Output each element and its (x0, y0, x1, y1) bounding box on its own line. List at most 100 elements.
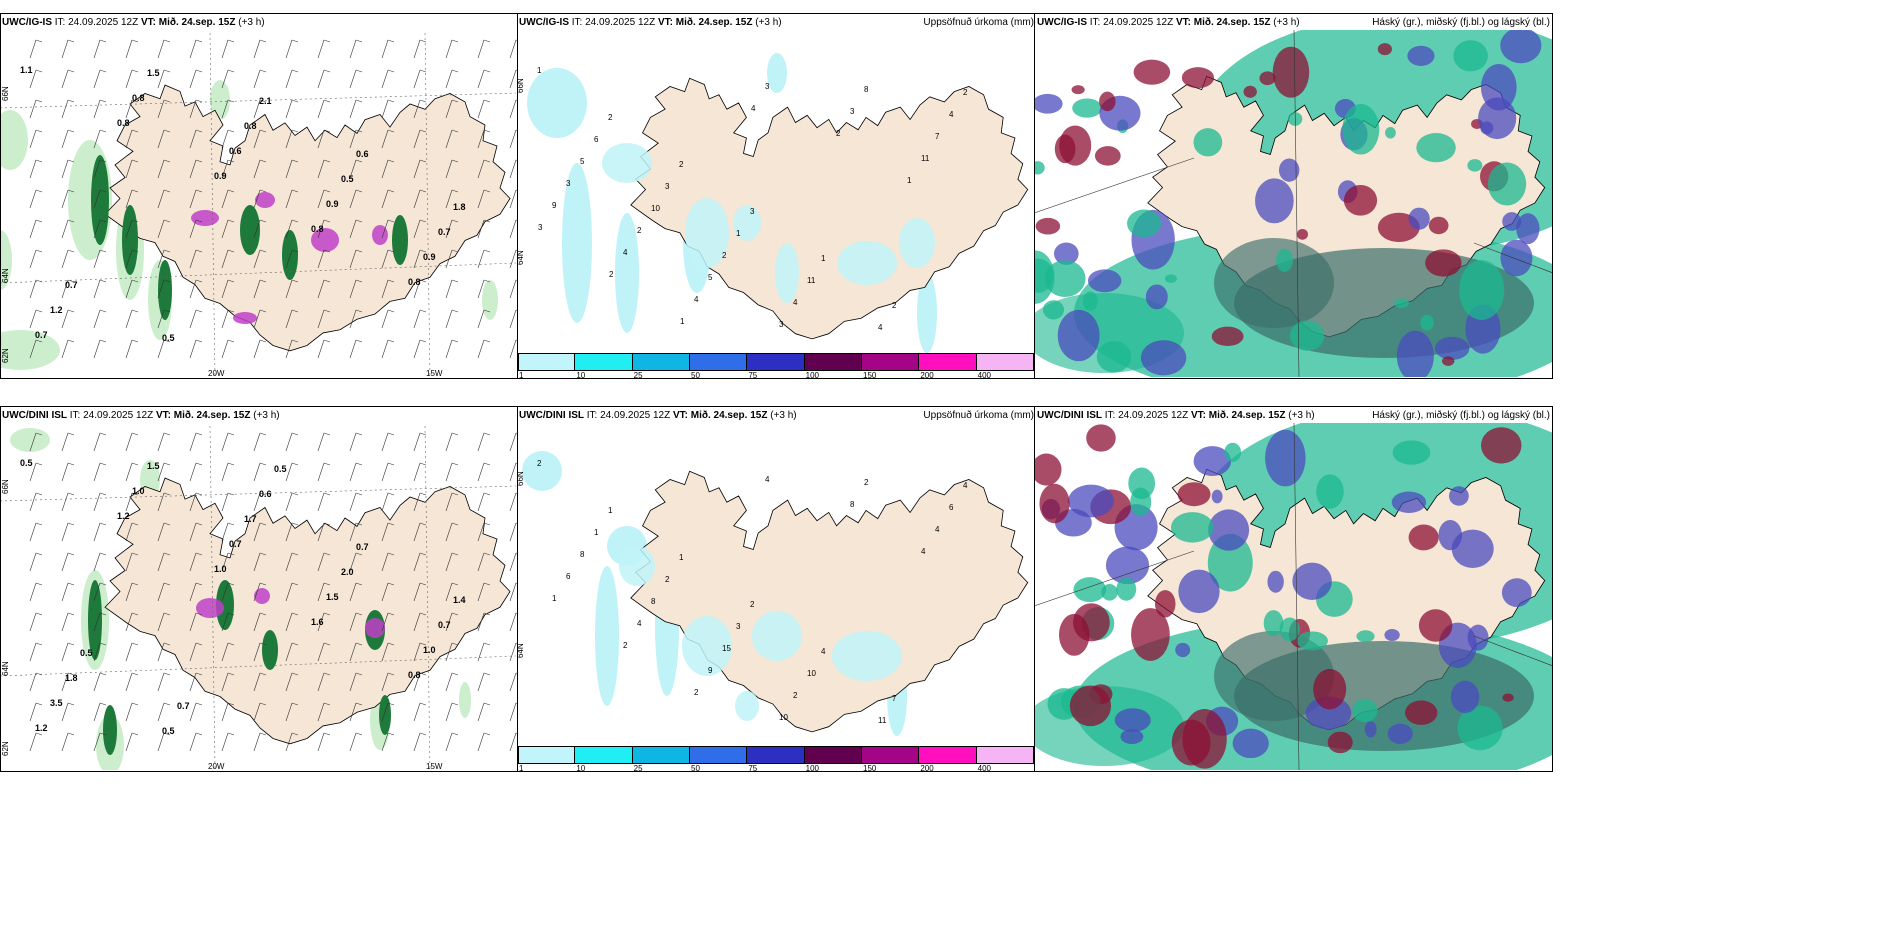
value-label: 1.5 (147, 461, 160, 471)
colorbar-tick-label: 400 (977, 764, 992, 773)
value-label: 0.7 (177, 701, 190, 711)
precip-label: 1 (552, 594, 557, 603)
precip-label: 8 (864, 85, 869, 94)
colorbar-tick-label: 100 (805, 371, 820, 380)
header-precip-top: UWC/IG-IS IT: 24.09.2025 12Z VT: Mið. 24… (519, 17, 782, 28)
value-label: 0.5 (20, 458, 33, 468)
colorbar-swatch (632, 353, 690, 371)
value-label: 1.2 (50, 305, 63, 315)
value-label: 0.7 (65, 280, 78, 290)
precip-label: 2 (637, 226, 642, 235)
precip-label: 3 (765, 82, 770, 91)
precip-label: 4 (935, 525, 940, 534)
precip-label: 2 (750, 600, 755, 609)
value-label: 1.8 (453, 202, 466, 212)
colorbar-tick-label: 75 (748, 371, 758, 380)
colorbar-swatch (747, 353, 805, 371)
precip-label: 2 (665, 575, 670, 584)
value-label: 0.8 (132, 93, 145, 103)
colorbar-swatch (575, 746, 633, 764)
value-label: 1.7 (244, 514, 257, 524)
colorbar-top: 1 10 25 50 75 100 150 200 400 (518, 353, 1034, 380)
precip-label: 2 (892, 301, 897, 310)
value-label: 1.0 (423, 645, 436, 655)
colorbar-tick-label: 50 (691, 764, 700, 773)
precip-label: 4 (751, 104, 756, 113)
precip-label: 8 (580, 550, 585, 559)
value-label: 2.1 (259, 96, 272, 106)
precip-label: 3 (779, 320, 784, 329)
precip-label: 2 (537, 459, 542, 468)
value-label: 0.5 (274, 464, 287, 474)
lead-time: (+3 h) (238, 17, 265, 28)
precip-label: 8 (850, 500, 855, 509)
colorbar-tick-label: 10 (576, 371, 586, 380)
value-label: 1.5 (326, 592, 339, 602)
precip-label: 6 (566, 572, 571, 581)
precip-label: 2 (864, 478, 869, 487)
colorbar-tick-label: 100 (805, 764, 820, 773)
value-label: 0.7 (35, 330, 48, 340)
value-label: 1.4 (453, 595, 466, 605)
precip-label: 15 (722, 644, 731, 653)
it-label: IT: (54, 17, 66, 28)
precip-label: 2 (623, 641, 628, 650)
colorbar-tick-label: 50 (691, 371, 700, 380)
cloud-map-1 (1035, 423, 1552, 770)
precip-label: 1 (680, 317, 685, 326)
value-label: 0.5 (162, 726, 175, 736)
precip-label: 4 (963, 481, 968, 490)
precip-label: 6 (949, 503, 954, 512)
colorbar-swatch (632, 746, 690, 764)
value-label: 0.7 (356, 542, 369, 552)
colorbar-swatch (690, 353, 748, 371)
precip-label: 1 (907, 176, 912, 185)
precip-label: 2 (608, 113, 613, 122)
cloud-title-top: Háský (gr.), miðský (fj.bl.) og lágský (… (1372, 17, 1550, 28)
value-label: 0.8 (408, 670, 421, 680)
precip-label: 5 (708, 273, 713, 282)
precip-label: 1 (679, 553, 684, 562)
precip-label: 2 (793, 691, 798, 700)
header-wind-bottom: UWC/DINI ISL IT: 24.09.2025 12Z VT: Mið.… (2, 410, 280, 421)
precip-label: 3 (750, 207, 755, 216)
colorbar-tick-label: 400 (977, 371, 992, 380)
precip-label: 2 (679, 160, 684, 169)
lat-label: 64N (1, 661, 10, 676)
value-label: 0.7 (438, 227, 451, 237)
wind-map-0: 1.1 0.8 0.9 0.8 0.8 0.7 0.8 0.6 0.9 0.9 1.2 1.5 0.8 0… (1, 33, 517, 377)
value-label: 0.7 (438, 620, 451, 630)
precip-label: 2 (963, 88, 968, 97)
lon-label: 15W (426, 369, 443, 378)
lat-label: 66N (1, 479, 10, 494)
colorbar-swatch (919, 746, 977, 764)
colorbar-swatch (575, 353, 633, 371)
cloud-title-bottom: Háský (gr.), miðský (fj.bl.) og lágský (… (1372, 410, 1550, 421)
value-label: 0.6 (356, 149, 369, 159)
lat-label: 62N (1, 348, 10, 363)
precip-label: 3 (850, 107, 855, 116)
precip-label: 3 (665, 182, 670, 191)
lat-label: 62N (1, 741, 10, 756)
value-label: 0.5 (80, 648, 93, 658)
precip-title-top: Uppsöfnuð úrkoma (mm) (923, 17, 1034, 28)
precip-label: 7 (935, 132, 940, 141)
colorbar-tick-label: 200 (920, 371, 934, 380)
colorbar-bottom: 1 10 25 50 75 100 150 200 400 (518, 746, 1034, 773)
precip-label: 8 (651, 597, 656, 606)
colorbar-swatch (919, 353, 977, 371)
iceland-land (630, 470, 1029, 733)
value-label: 0.5 (162, 333, 175, 343)
value-label: 0.5 (341, 174, 354, 184)
colorbar-tick-label: 1 (519, 764, 524, 773)
precip-label: 1 (537, 66, 542, 75)
precip-label: 6 (594, 135, 599, 144)
value-label: 3.5 (50, 698, 63, 708)
value-label: 0.8 (117, 118, 130, 128)
value-label: 0.9 (423, 252, 436, 262)
precip-label: 1 (594, 528, 599, 537)
colorbar-tick-label: 200 (920, 764, 934, 773)
colorbar-tick-label: 1 (519, 371, 524, 380)
colorbar-tick-label: 25 (633, 371, 643, 380)
